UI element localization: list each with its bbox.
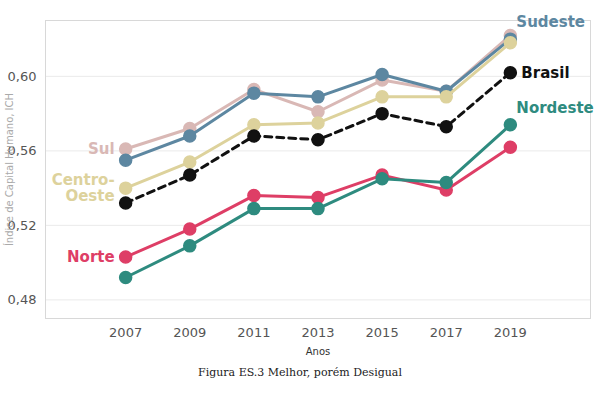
- svg-text:Nordeste: Nordeste: [516, 99, 593, 117]
- svg-text:2007: 2007: [109, 325, 142, 340]
- svg-text:2017: 2017: [430, 325, 463, 340]
- svg-text:Anos: Anos: [306, 346, 331, 357]
- svg-text:2011: 2011: [237, 325, 270, 340]
- svg-text:Brasil: Brasil: [521, 64, 569, 82]
- svg-text:Norte: Norte: [67, 248, 115, 266]
- svg-text:0,52: 0,52: [7, 217, 37, 233]
- svg-text:2019: 2019: [494, 325, 527, 340]
- svg-text:2015: 2015: [366, 325, 399, 340]
- svg-text:Índice de Capital Humano, ICH: Índice de Capital Humano, ICH: [3, 93, 15, 246]
- svg-text:0,60: 0,60: [8, 69, 37, 84]
- svg-text:0,56: 0,56: [7, 143, 37, 158]
- html-text:Figura ES.3 Melhor, porém Desi: Figura ES.3 Melhor, porém Desigual: [198, 366, 402, 379]
- svg-text:Centro-Oeste: Centro-Oeste: [52, 171, 115, 205]
- svg-text:2009: 2009: [173, 325, 206, 340]
- svg-text:Sul: Sul: [88, 140, 115, 158]
- svg-text:2013: 2013: [301, 325, 334, 340]
- svg-text:0,48: 0,48: [8, 292, 37, 307]
- svg-text:Sudeste: Sudeste: [516, 13, 585, 31]
